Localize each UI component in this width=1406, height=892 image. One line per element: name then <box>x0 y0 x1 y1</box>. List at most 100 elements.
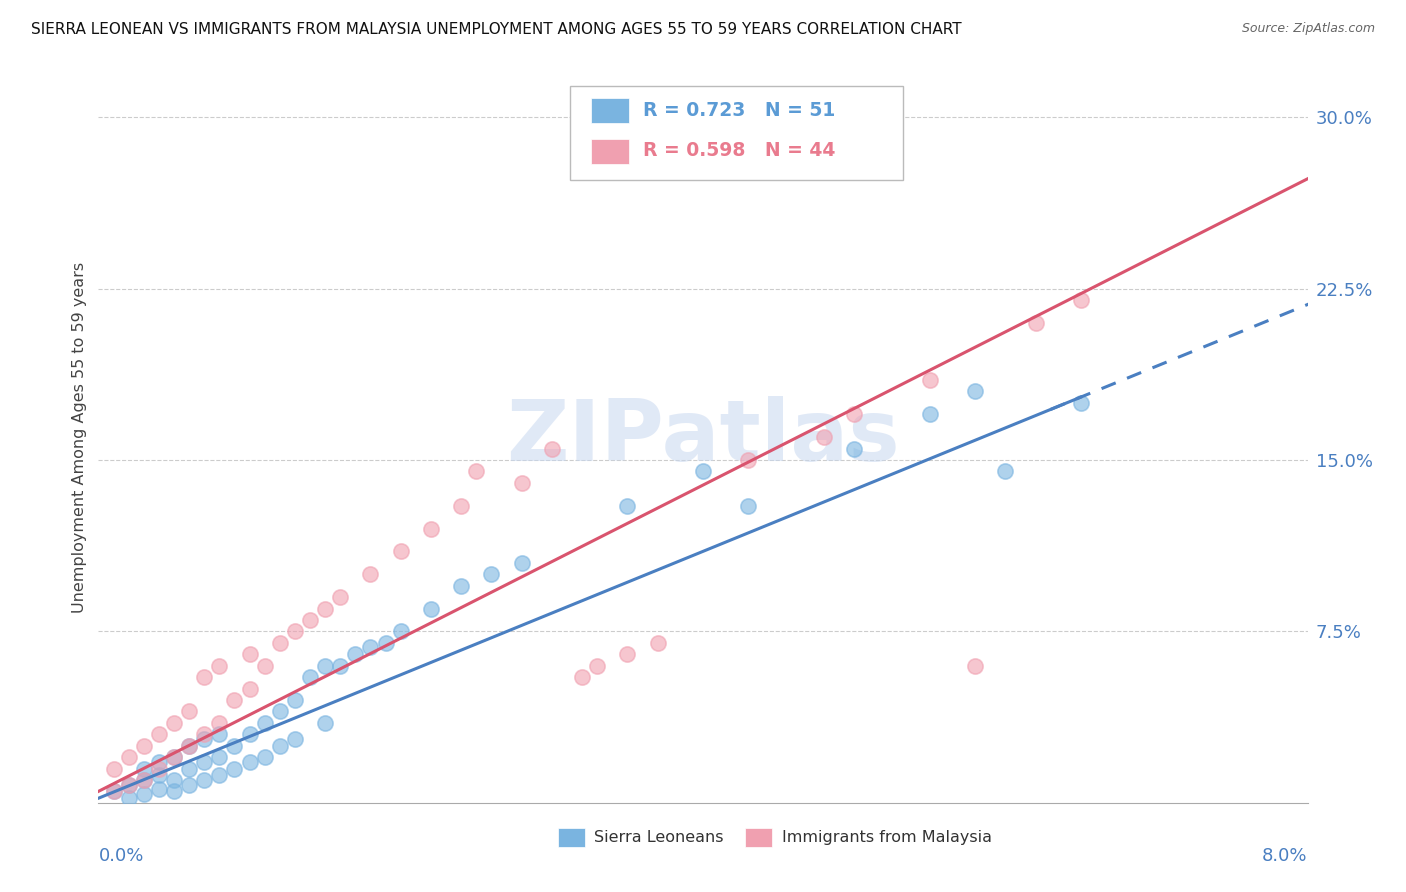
Point <box>118 778 141 792</box>
Point <box>269 636 291 650</box>
Point <box>269 739 291 753</box>
FancyBboxPatch shape <box>591 98 630 123</box>
Y-axis label: Unemployment Among Ages 55 to 59 years: Unemployment Among Ages 55 to 59 years <box>72 261 87 613</box>
Point <box>450 579 472 593</box>
Point <box>284 624 307 639</box>
Point <box>647 636 669 650</box>
Point <box>737 453 759 467</box>
Point <box>163 784 186 798</box>
Point <box>360 640 382 655</box>
Point <box>224 739 246 753</box>
Point <box>918 407 941 421</box>
Point <box>1025 316 1047 330</box>
Point <box>132 772 155 787</box>
Point <box>737 499 759 513</box>
Point <box>163 715 186 730</box>
Point <box>465 464 488 478</box>
Point <box>253 750 276 764</box>
Point <box>965 384 987 399</box>
Point <box>692 464 714 478</box>
Point <box>148 755 170 769</box>
Point <box>179 739 201 753</box>
Point <box>314 715 336 730</box>
Point <box>208 658 231 673</box>
FancyBboxPatch shape <box>558 828 585 847</box>
Point <box>844 407 866 421</box>
Point <box>994 464 1017 478</box>
Point <box>540 442 562 456</box>
Point <box>450 499 472 513</box>
Text: SIERRA LEONEAN VS IMMIGRANTS FROM MALAYSIA UNEMPLOYMENT AMONG AGES 55 TO 59 YEAR: SIERRA LEONEAN VS IMMIGRANTS FROM MALAYS… <box>31 22 962 37</box>
FancyBboxPatch shape <box>569 86 903 179</box>
Point <box>208 715 231 730</box>
Point <box>329 658 352 673</box>
Point <box>269 705 291 719</box>
FancyBboxPatch shape <box>745 828 772 847</box>
Point <box>193 772 215 787</box>
Point <box>299 613 322 627</box>
Point <box>510 556 533 570</box>
Text: R = 0.723   N = 51: R = 0.723 N = 51 <box>643 101 835 120</box>
Point <box>481 567 503 582</box>
Point <box>132 762 155 776</box>
Point <box>692 121 714 136</box>
Point <box>179 705 201 719</box>
Point <box>148 762 170 776</box>
Point <box>132 772 155 787</box>
Point <box>284 693 307 707</box>
Text: ZIPatlas: ZIPatlas <box>506 395 900 479</box>
Point <box>239 727 262 741</box>
Point <box>163 750 186 764</box>
Point <box>314 601 336 615</box>
Point <box>360 567 382 582</box>
Text: 0.0%: 0.0% <box>98 847 143 865</box>
Point <box>344 647 367 661</box>
Point <box>253 715 276 730</box>
Point <box>179 739 201 753</box>
Text: 8.0%: 8.0% <box>1263 847 1308 865</box>
Point <box>844 442 866 456</box>
Point <box>148 727 170 741</box>
Point <box>239 681 262 696</box>
Point <box>284 731 307 746</box>
Point <box>208 750 231 764</box>
FancyBboxPatch shape <box>591 138 630 163</box>
Point <box>374 636 396 650</box>
Point <box>420 601 443 615</box>
Point <box>813 430 835 444</box>
Point <box>329 590 352 604</box>
Point <box>299 670 322 684</box>
Point <box>193 731 215 746</box>
Point <box>918 373 941 387</box>
Point <box>118 778 141 792</box>
Point <box>224 762 246 776</box>
Point <box>314 658 336 673</box>
Point <box>616 499 638 513</box>
Point <box>132 787 155 801</box>
Point <box>1070 293 1092 307</box>
Point <box>510 475 533 490</box>
Point <box>965 658 987 673</box>
Point <box>163 772 186 787</box>
Point <box>118 791 141 805</box>
Point <box>179 762 201 776</box>
Point <box>103 784 125 798</box>
Point <box>208 768 231 782</box>
Point <box>148 782 170 797</box>
Point <box>163 750 186 764</box>
Text: Immigrants from Malaysia: Immigrants from Malaysia <box>782 830 991 846</box>
Point <box>239 647 262 661</box>
Point <box>179 778 201 792</box>
Text: Sierra Leoneans: Sierra Leoneans <box>595 830 724 846</box>
Point <box>224 693 246 707</box>
Point <box>253 658 276 673</box>
Point <box>420 521 443 535</box>
Point <box>132 739 155 753</box>
Point <box>586 658 609 673</box>
Point <box>148 768 170 782</box>
Point <box>616 647 638 661</box>
Point <box>1070 396 1092 410</box>
Point <box>193 755 215 769</box>
Point <box>118 750 141 764</box>
Point <box>208 727 231 741</box>
